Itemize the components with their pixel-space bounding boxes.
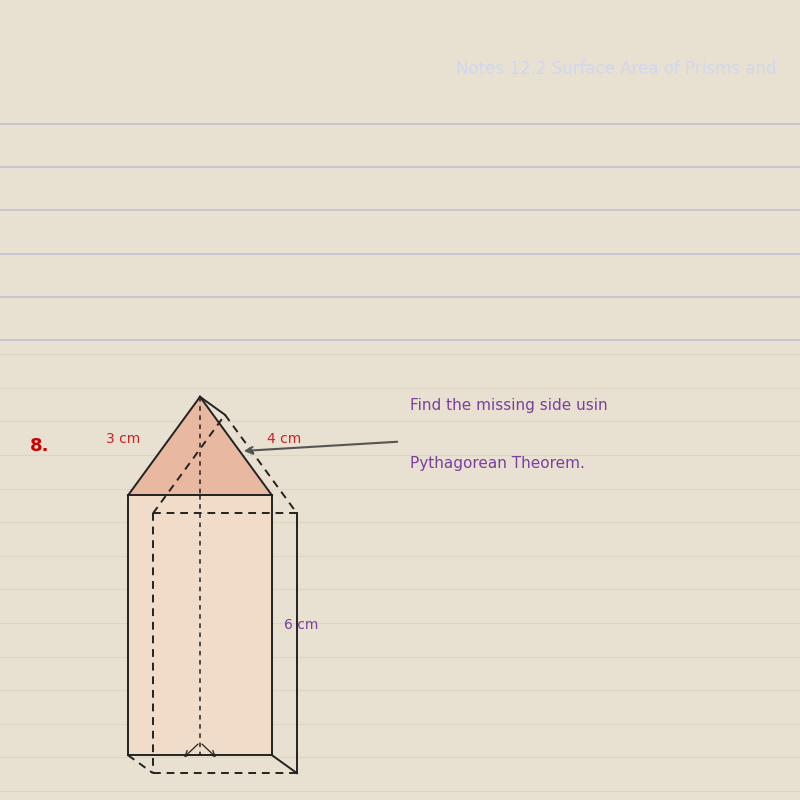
- Text: Notes 12.2 Surface Area of Prisms and: Notes 12.2 Surface Area of Prisms and: [455, 61, 776, 78]
- Text: Find the missing side usin: Find the missing side usin: [410, 398, 608, 414]
- Text: 8.: 8.: [30, 437, 50, 455]
- Polygon shape: [128, 495, 272, 755]
- Text: Pythagorean Theorem.: Pythagorean Theorem.: [410, 457, 585, 471]
- Text: 4 cm: 4 cm: [267, 432, 302, 446]
- Text: 6 cm: 6 cm: [284, 618, 318, 632]
- Polygon shape: [128, 397, 272, 495]
- Text: 3 cm: 3 cm: [106, 432, 140, 446]
